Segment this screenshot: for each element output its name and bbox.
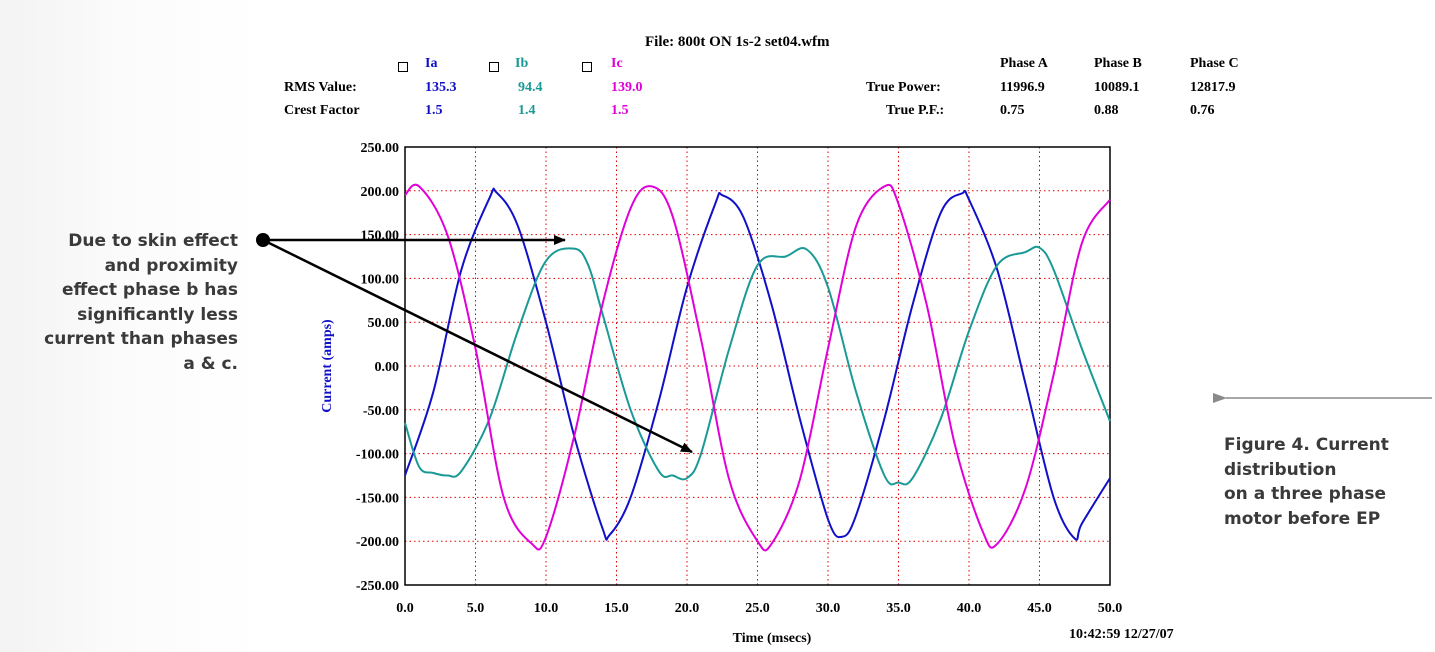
checkbox-ic[interactable] xyxy=(582,62,592,72)
channel-label-ib: Ib xyxy=(515,56,529,71)
channel-label-ic: Ic xyxy=(611,56,623,71)
skin-effect-annotation: Due to skin effect and proximity effect … xyxy=(0,229,238,376)
x-tick-label: 0.0 xyxy=(396,601,414,616)
annotation-line: significantly less xyxy=(77,304,238,325)
y-tick-label: 0.00 xyxy=(375,360,400,375)
grid xyxy=(405,147,1110,585)
x-tick-label: 50.0 xyxy=(1098,601,1123,616)
phase-a-header: Phase A xyxy=(1000,56,1048,71)
annotation-arrow-lower xyxy=(262,238,693,454)
rms-value-ia: 135.3 xyxy=(425,80,457,95)
x-tick-label: 10.0 xyxy=(534,601,559,616)
plot-frame xyxy=(404,146,1111,586)
x-tick-label: 35.0 xyxy=(886,601,911,616)
y-tick-label: 150.00 xyxy=(361,229,400,244)
y-tick-label: -200.00 xyxy=(356,535,399,550)
x-tick-label: 45.0 xyxy=(1027,601,1052,616)
series-line-ia xyxy=(404,187,1111,541)
true-pf-c: 0.76 xyxy=(1190,103,1215,118)
y-tick-label: 100.00 xyxy=(361,272,400,287)
timestamp: 10:42:59 12/27/07 xyxy=(1069,627,1174,642)
annotation-line: a & c. xyxy=(183,353,238,374)
true-power-c: 12817.9 xyxy=(1190,80,1236,95)
caption-line: motor before EP xyxy=(1224,508,1381,529)
y-tick-label: 50.00 xyxy=(368,316,400,331)
caption-line: distribution xyxy=(1224,459,1337,480)
series-line-ib xyxy=(404,245,1111,486)
caption-line: on a three phase xyxy=(1224,484,1387,504)
y-axis-label: Current (amps) xyxy=(320,319,335,413)
true-pf-b: 0.88 xyxy=(1094,103,1119,118)
rms-value-ic: 139.0 xyxy=(611,80,643,95)
x-tick-label: 30.0 xyxy=(816,601,841,616)
y-tick-label: 200.00 xyxy=(361,185,400,200)
checkbox-ia[interactable] xyxy=(398,62,408,72)
y-tick-label: 250.00 xyxy=(361,141,400,156)
crest-value-ia: 1.5 xyxy=(425,103,443,118)
y-tick-label: -150.00 xyxy=(356,491,399,506)
channel-label-ia: Ia xyxy=(425,56,438,71)
series-line-ic xyxy=(404,183,1111,552)
checkbox-ib[interactable] xyxy=(489,62,499,72)
true-pf-label: True P.F.: xyxy=(886,103,945,118)
y-tick-label: -50.00 xyxy=(363,404,399,419)
x-axis-label: Time (msecs) xyxy=(733,631,812,646)
crest-value-ib: 1.4 xyxy=(518,103,536,118)
annotation-line: Due to skin effect xyxy=(68,231,238,251)
caption-line: Figure 4. Current xyxy=(1224,435,1389,455)
rms-value-ib: 94.4 xyxy=(518,80,543,95)
annotation-line: effect phase b has xyxy=(61,280,238,300)
true-power-b: 10089.1 xyxy=(1094,80,1140,95)
x-tick-label: 20.0 xyxy=(675,601,700,616)
y-tick-label: -100.00 xyxy=(356,448,399,463)
true-pf-a: 0.75 xyxy=(1000,103,1025,118)
figure-caption: Figure 4. Current distribution on a thre… xyxy=(1224,433,1389,531)
x-tick-label: 5.0 xyxy=(467,601,485,616)
true-power-a: 11996.9 xyxy=(1000,80,1045,95)
crest-value-ic: 1.5 xyxy=(611,103,629,118)
phase-c-header: Phase C xyxy=(1190,56,1239,71)
annotation-line: current than phases xyxy=(44,329,238,349)
x-tick-label: 40.0 xyxy=(957,601,982,616)
annotation-line: and proximity xyxy=(104,255,238,276)
phase-b-header: Phase B xyxy=(1094,56,1142,71)
file-title: File: 800t ON 1s-2 set04.wfm xyxy=(645,34,830,50)
x-tick-label: 15.0 xyxy=(604,601,629,616)
rms-label: RMS Value: xyxy=(284,80,357,95)
x-tick-label: 25.0 xyxy=(745,601,770,616)
true-power-label: True Power: xyxy=(866,80,941,95)
crest-label: Crest Factor xyxy=(284,103,360,118)
y-tick-label: -250.00 xyxy=(356,579,399,594)
